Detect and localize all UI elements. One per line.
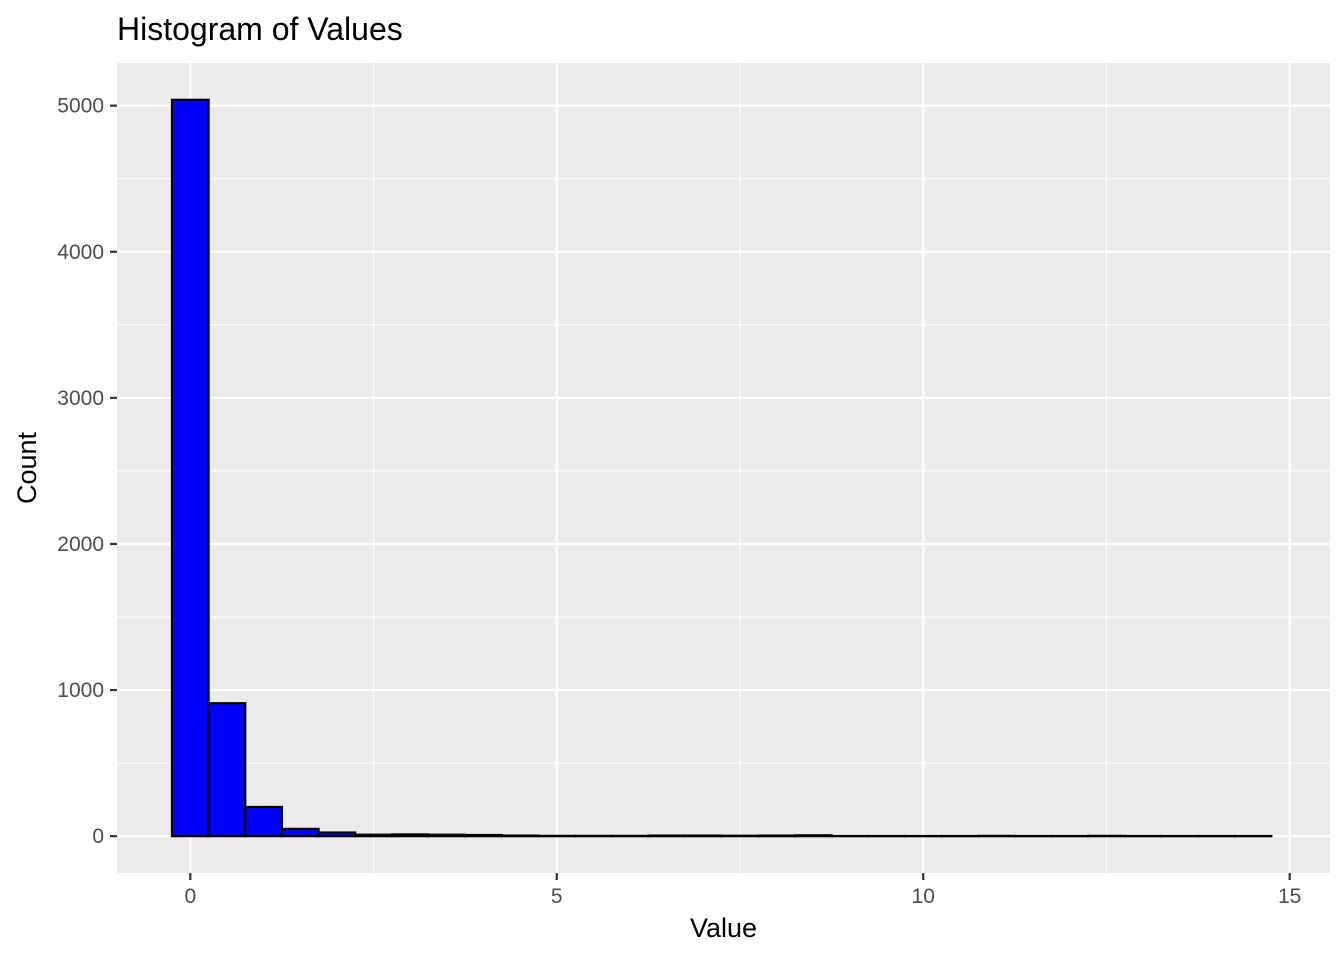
histogram-bar-14 xyxy=(683,834,723,838)
y-tick-label: 4000 xyxy=(57,241,104,264)
histogram-bar-7 xyxy=(427,833,467,838)
chart-title: Histogram of Values xyxy=(117,11,403,47)
histogram-bar-4 xyxy=(317,831,357,838)
histogram-bar-0 xyxy=(170,98,210,838)
y-tick-label: 2000 xyxy=(57,533,104,556)
histogram-bar-6 xyxy=(390,833,430,838)
histogram-bar-9 xyxy=(500,834,540,838)
y-tick-label: 1000 xyxy=(57,679,104,702)
y-axis: 0 1000 2000 3000 4000 5000 xyxy=(57,95,117,848)
x-tick-label: 5 xyxy=(551,885,563,908)
y-axis-title: Count xyxy=(12,431,42,504)
histogram-bar-5 xyxy=(354,833,393,838)
x-axis-title: Value xyxy=(690,913,757,943)
histogram-bar-17 xyxy=(793,834,833,838)
histogram-bar-8 xyxy=(464,833,503,838)
minor-gridlines xyxy=(117,63,1330,873)
y-tick-label: 0 xyxy=(92,825,104,848)
x-tick-label: 0 xyxy=(184,885,196,908)
x-tick-label: 10 xyxy=(912,885,935,908)
y-tick-label: 3000 xyxy=(57,387,104,410)
histogram-bar-1 xyxy=(207,702,247,838)
histogram-bar-13 xyxy=(647,834,687,838)
histogram-bar-3 xyxy=(280,827,320,838)
plot-panel xyxy=(117,63,1330,873)
x-axis: 0 5 10 15 xyxy=(184,873,1301,908)
histogram-bar-2 xyxy=(244,805,284,838)
x-tick-label: 15 xyxy=(1278,885,1301,908)
histogram-bar-16 xyxy=(757,834,797,838)
histogram-bars xyxy=(170,98,1273,838)
y-tick-label: 5000 xyxy=(57,95,104,118)
